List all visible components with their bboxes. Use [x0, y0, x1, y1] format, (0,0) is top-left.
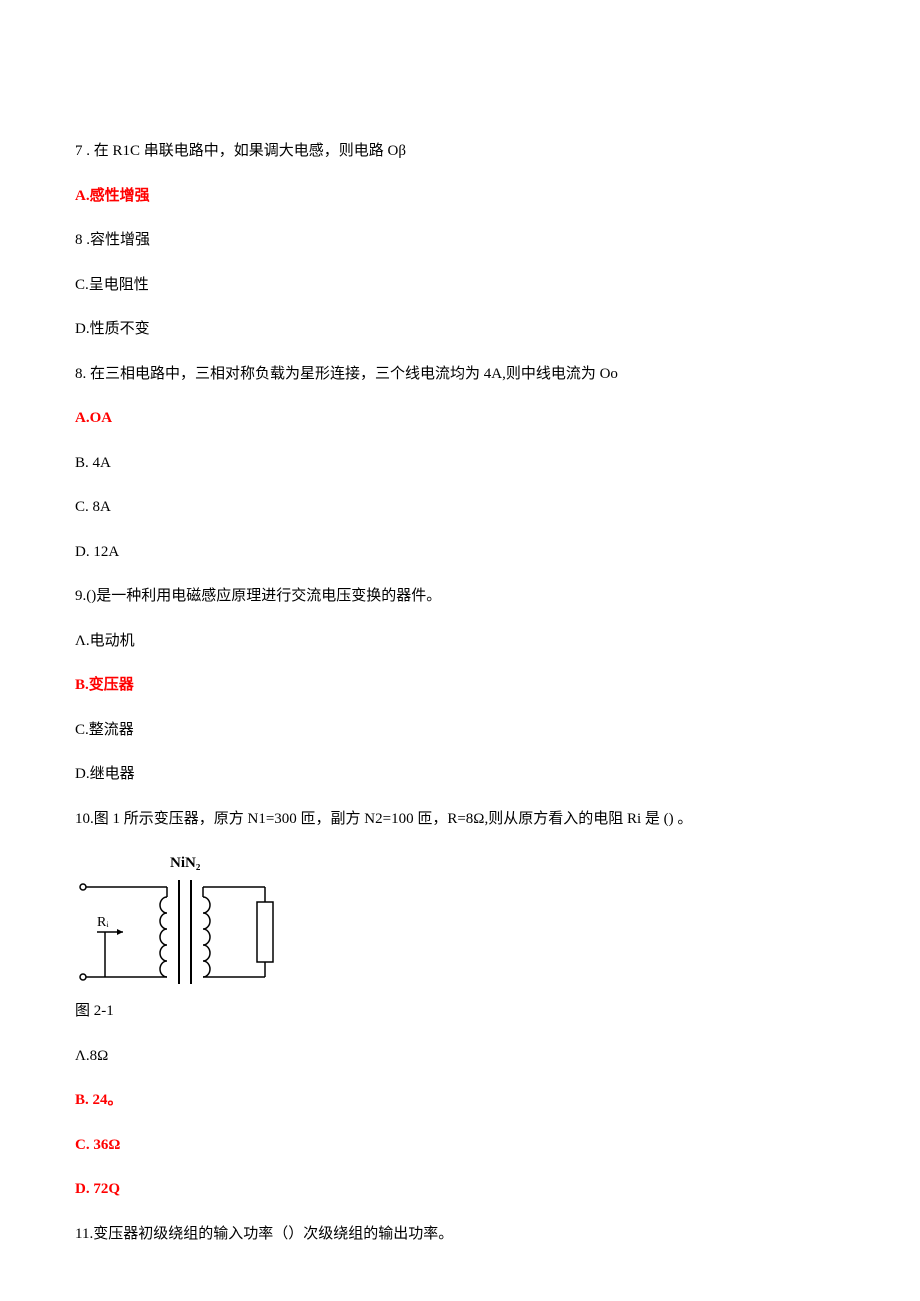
q10-stem: 10.图 1 所示变压器，原方 N1=300 匝，副方 N2=100 匝，R=8…: [75, 808, 845, 831]
q11-stem: 11.变压器初级绕组的输入功率（）次级绕组的输出功率。: [75, 1223, 845, 1246]
q10-figure: NiN₂ Rᵢ: [75, 852, 845, 992]
q9-option-b: B.变压器: [75, 674, 845, 697]
q7-option-a: A.感性增强: [75, 185, 845, 208]
q10-option-a: Λ.8Ω: [75, 1045, 845, 1068]
q10-figure-caption: 图 2-1: [75, 1000, 845, 1023]
q10-option-b: B. 24。: [75, 1089, 845, 1112]
q7-stem: 7 . 在 R1C 串联电路中，如果调大电感，则电路 Oβ: [75, 140, 845, 163]
svg-text:NiN₂: NiN₂: [170, 855, 201, 871]
transformer-circuit-icon: NiN₂ Rᵢ: [75, 852, 290, 992]
q8-stem: 8. 在三相电路中，三相对称负载为星形连接，三个线电流均为 4A,则中线电流为 …: [75, 363, 845, 386]
q9-stem: 9.()是一种利用电磁感应原理进行交流电压变换的器件。: [75, 585, 845, 608]
q9-option-d: D.继电器: [75, 763, 845, 786]
q8-option-b: B. 4A: [75, 452, 845, 475]
q10-option-c: C. 36Ω: [75, 1134, 845, 1157]
svg-text:Rᵢ: Rᵢ: [97, 915, 109, 930]
q8-option-a: A.OA: [75, 407, 845, 430]
q8-option-d: D. 12A: [75, 541, 845, 564]
q9-option-a: Λ.电动机: [75, 630, 845, 653]
q9-option-c: C.整流器: [75, 719, 845, 742]
q10-option-d: D. 72Q: [75, 1178, 845, 1201]
q8-option-c: C. 8A: [75, 496, 845, 519]
q7-option-c: C.呈电阻性: [75, 274, 845, 297]
q7-option-d: D.性质不变: [75, 318, 845, 341]
q7-option-b: 8 .容性增强: [75, 229, 845, 252]
